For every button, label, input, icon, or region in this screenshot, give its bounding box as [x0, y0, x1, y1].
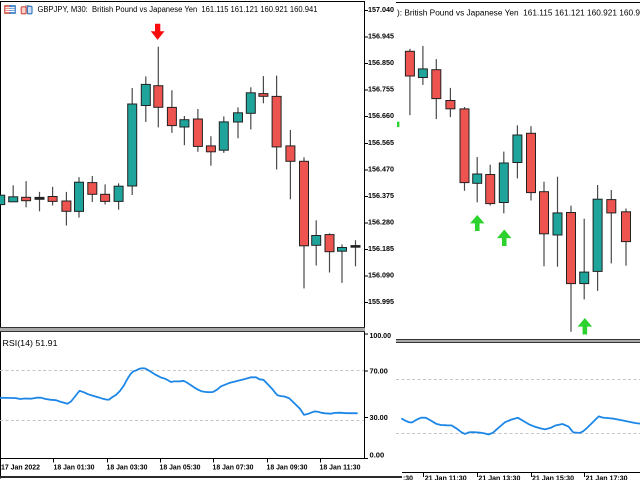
svg-text:18 Jan 03:30: 18 Jan 03:30: [107, 462, 148, 471]
svg-text:156.470: 156.470: [368, 164, 394, 173]
svg-text:21 Jan 11:30: 21 Jan 11:30: [425, 474, 467, 480]
svg-text:70.00: 70.00: [370, 366, 388, 375]
svg-text:156.660: 156.660: [368, 111, 394, 120]
svg-text:156.565: 156.565: [368, 138, 394, 147]
svg-text:18 Jan 07:30: 18 Jan 07:30: [213, 462, 254, 471]
svg-text:156.280: 156.280: [368, 218, 394, 227]
svg-text:17 Jan 2022: 17 Jan 2022: [1, 462, 40, 471]
svg-text:30.00: 30.00: [370, 413, 388, 422]
svg-text:156.755: 156.755: [368, 85, 394, 94]
svg-text:0.00: 0.00: [370, 450, 385, 459]
svg-text:GBPJPY, M30: British Pound vs: GBPJPY, M30: British Pound vs Japanese Y…: [38, 5, 319, 14]
svg-text:100.00: 100.00: [370, 331, 392, 340]
svg-text:21 Jan 15:30: 21 Jan 15:30: [532, 474, 574, 480]
svg-text:156.945: 156.945: [368, 32, 394, 41]
svg-text:18 Jan 05:30: 18 Jan 05:30: [160, 462, 201, 471]
svg-text:157.040: 157.040: [368, 5, 394, 14]
svg-text:21 Jan 17:30: 21 Jan 17:30: [586, 474, 628, 480]
svg-text:21 Jan 13:30: 21 Jan 13:30: [478, 474, 520, 480]
svg-text:): British Pound vs Japanese Y: ): British Pound vs Japanese Yen 161.115…: [397, 8, 640, 17]
svg-text:156.375: 156.375: [368, 191, 394, 200]
svg-text:155.995: 155.995: [368, 297, 394, 306]
svg-text:156.850: 156.850: [368, 58, 394, 67]
svg-text:RSI(14) 51.91: RSI(14) 51.91: [3, 338, 58, 348]
svg-text:18 Jan 01:30: 18 Jan 01:30: [54, 462, 95, 471]
svg-text:18 Jan 09:30: 18 Jan 09:30: [267, 462, 308, 471]
svg-text:18 Jan 11:30: 18 Jan 11:30: [320, 462, 361, 471]
svg-text::30: :30: [403, 474, 413, 480]
svg-text:156.185: 156.185: [368, 244, 394, 253]
svg-text:156.090: 156.090: [368, 271, 394, 280]
